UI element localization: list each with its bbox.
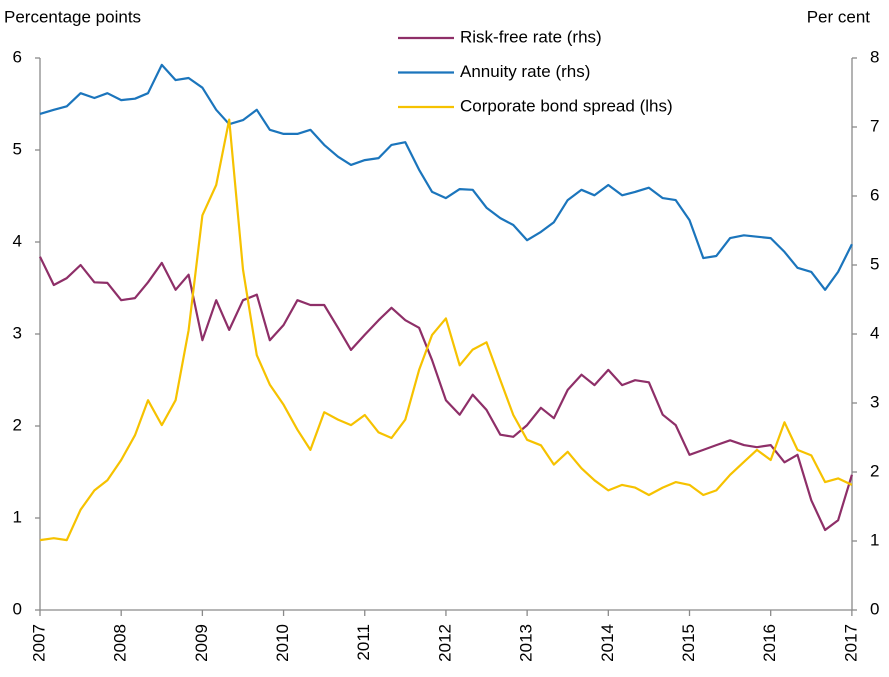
x-tick-label: 2008 [111,624,130,662]
legend-label: Risk-free rate (rhs) [460,27,602,46]
y-tick-label: 0 [13,599,22,618]
series-line [39,118,853,542]
x-tick-label: 2014 [598,624,617,662]
y2-tick-label: 7 [870,116,879,135]
y2-axis-label: Per cent [807,7,871,26]
y2-tick-label: 1 [870,530,879,549]
y2-tick-label: 3 [870,392,879,411]
x-tick-label: 2011 [354,624,373,661]
series-line [39,256,853,532]
x-tick-label: 2012 [435,624,454,662]
y2-tick-label: 5 [870,254,879,273]
y-tick-label: 2 [13,415,22,434]
x-tick-label: 2016 [760,624,779,662]
x-tick-label: 2010 [273,624,292,662]
y-tick-label: 3 [13,323,22,342]
x-tick-label: 2015 [679,624,698,662]
y-tick-label: 6 [13,47,22,66]
y2-tick-label: 6 [870,185,879,204]
x-tick-label: 2017 [841,624,860,662]
series-line [39,63,853,291]
y-tick-label: 5 [13,139,22,158]
legend-label: Corporate bond spread (lhs) [460,96,673,115]
y2-tick-label: 2 [870,461,879,480]
x-tick-label: 2009 [192,624,211,662]
y2-tick-label: 4 [870,323,879,342]
y-tick-label: 1 [13,507,22,526]
legend-label: Annuity rate (rhs) [460,62,590,81]
y-axis-label: Percentage points [4,7,141,26]
y2-tick-label: 8 [870,47,879,66]
y2-tick-label: 0 [870,599,879,618]
x-tick-label: 2013 [517,624,536,662]
y-tick-label: 4 [13,231,22,250]
x-tick-label: 2007 [29,624,48,662]
